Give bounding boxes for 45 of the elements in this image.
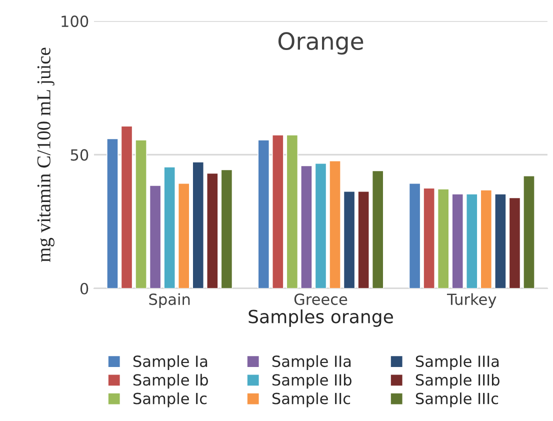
chart-title: Orange xyxy=(278,32,364,55)
legend-label: Sample IIa xyxy=(272,355,351,370)
bar xyxy=(258,140,270,288)
bar xyxy=(135,140,148,288)
bar xyxy=(120,126,133,288)
bar xyxy=(508,197,521,288)
bar xyxy=(149,185,162,288)
bar xyxy=(452,194,464,288)
x-tick-label: Spain xyxy=(149,293,190,308)
bar xyxy=(220,169,233,288)
y-tick-label: 0 xyxy=(80,282,88,294)
legend-label: Sample IIIb xyxy=(416,374,500,389)
bar xyxy=(372,170,384,288)
x-axis-title: Samples orange xyxy=(248,309,393,327)
bar xyxy=(523,175,535,288)
legend-label: Sample IIIa xyxy=(416,355,499,370)
legend-label: Sample Ib xyxy=(133,374,208,389)
bar xyxy=(466,194,478,288)
bar xyxy=(300,165,312,288)
bar xyxy=(314,162,327,288)
bar xyxy=(343,190,356,288)
legend-label: Sample IIIc xyxy=(416,392,498,408)
bar xyxy=(106,138,118,288)
bar xyxy=(408,182,421,288)
bar xyxy=(423,188,436,288)
bar xyxy=(272,134,284,288)
bar xyxy=(286,134,298,288)
legend-label: Sample Ic xyxy=(133,392,207,408)
y-tick-label: 50 xyxy=(70,149,88,161)
legend-label: Sample Ia xyxy=(133,355,208,370)
bar xyxy=(329,160,342,288)
bar xyxy=(178,182,190,288)
x-tick-label: Greece xyxy=(294,294,348,306)
bar xyxy=(358,190,370,288)
bar xyxy=(206,172,218,288)
bar xyxy=(192,162,204,288)
legend-label: Sample IIc xyxy=(272,392,350,408)
y-tick-label: 100 xyxy=(62,16,88,28)
y-axis-title: mg vitamin C/100 mL juice xyxy=(37,48,54,262)
bar xyxy=(494,194,506,288)
bar xyxy=(480,190,492,288)
bar xyxy=(164,166,176,288)
bar xyxy=(437,188,450,288)
legend-label: Sample IIb xyxy=(272,374,352,389)
x-tick-label: Turkey xyxy=(446,293,496,308)
